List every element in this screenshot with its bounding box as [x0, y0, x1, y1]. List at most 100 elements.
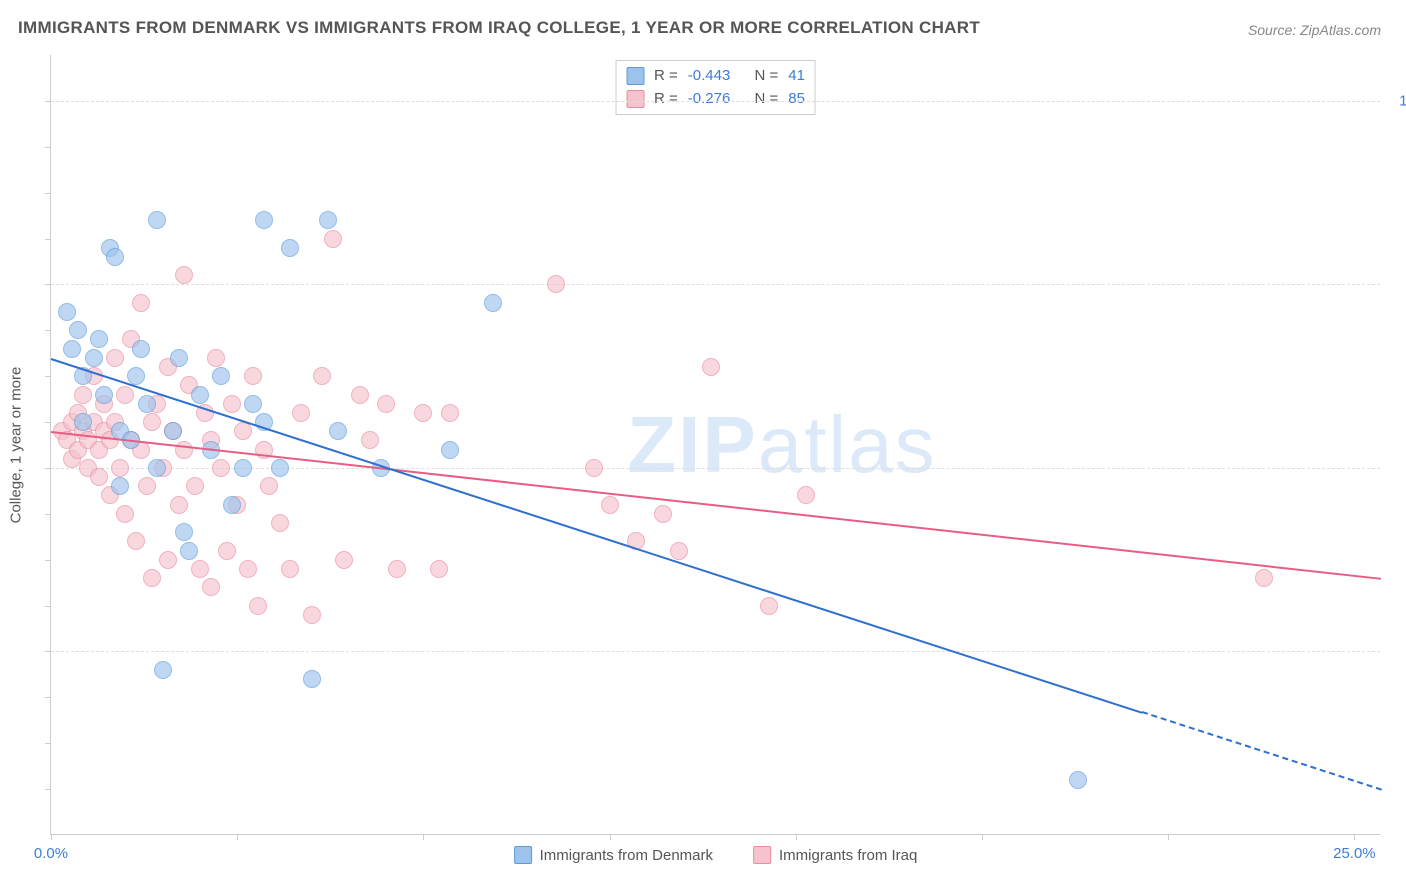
scatter-point-denmark [69, 321, 87, 339]
scatter-point-denmark [244, 395, 262, 413]
scatter-point-iraq [239, 560, 257, 578]
xtick-mark [610, 834, 611, 840]
scatter-point-iraq [414, 404, 432, 422]
ytick-label: 80.0% [1390, 276, 1406, 293]
xtick-mark [982, 834, 983, 840]
scatter-point-denmark [106, 248, 124, 266]
xtick-mark [1354, 834, 1355, 840]
scatter-point-iraq [324, 230, 342, 248]
ytick-mark [45, 330, 51, 331]
scatter-point-iraq [138, 477, 156, 495]
scatter-point-iraq [335, 551, 353, 569]
ytick-label: 100.0% [1390, 92, 1406, 109]
scatter-point-denmark [441, 441, 459, 459]
scatter-point-denmark [255, 211, 273, 229]
scatter-point-iraq [74, 386, 92, 404]
watermark: ZIPatlas [627, 399, 936, 491]
ytick-mark [45, 743, 51, 744]
ytick-mark [45, 193, 51, 194]
scatter-point-denmark [63, 340, 81, 358]
scatter-point-iraq [90, 468, 108, 486]
scatter-point-iraq [175, 266, 193, 284]
scatter-point-iraq [760, 597, 778, 615]
scatter-point-iraq [202, 578, 220, 596]
scatter-point-iraq [654, 505, 672, 523]
scatter-point-iraq [175, 441, 193, 459]
scatter-point-denmark [271, 459, 289, 477]
scatter-point-denmark [74, 413, 92, 431]
stats-row-iraq: R = -0.276 N = 85 [626, 88, 805, 111]
scatter-point-iraq [547, 275, 565, 293]
plot-area: College, 1 year or more ZIPatlas R = -0.… [50, 55, 1380, 835]
xtick-mark [796, 834, 797, 840]
scatter-point-iraq [351, 386, 369, 404]
scatter-point-iraq [797, 486, 815, 504]
scatter-point-denmark [234, 459, 252, 477]
scatter-point-denmark [95, 386, 113, 404]
scatter-point-iraq [159, 551, 177, 569]
scatter-point-denmark [85, 349, 103, 367]
scatter-point-iraq [207, 349, 225, 367]
scatter-point-denmark [148, 459, 166, 477]
scatter-point-denmark [90, 330, 108, 348]
scatter-point-denmark [58, 303, 76, 321]
xtick-mark [423, 834, 424, 840]
ytick-mark [45, 101, 51, 102]
scatter-point-iraq [303, 606, 321, 624]
xtick-label: 0.0% [34, 845, 68, 862]
ytick-mark [45, 284, 51, 285]
xtick-mark [1168, 834, 1169, 840]
scatter-point-denmark [180, 542, 198, 560]
y-axis-label: College, 1 year or more [8, 366, 25, 523]
scatter-point-iraq [281, 560, 299, 578]
ytick-mark [45, 560, 51, 561]
legend-item-denmark: Immigrants from Denmark [514, 846, 713, 864]
ytick-mark [45, 468, 51, 469]
scatter-point-iraq [116, 386, 134, 404]
scatter-point-denmark [1069, 771, 1087, 789]
scatter-point-denmark [329, 422, 347, 440]
ytick-mark [45, 697, 51, 698]
scatter-point-iraq [218, 542, 236, 560]
scatter-point-iraq [244, 367, 262, 385]
scatter-point-iraq [260, 477, 278, 495]
gridline [51, 101, 1380, 102]
scatter-point-iraq [292, 404, 310, 422]
scatter-point-iraq [170, 496, 188, 514]
ytick-label: 40.0% [1390, 643, 1406, 660]
legend-item-iraq: Immigrants from Iraq [753, 846, 917, 864]
scatter-point-iraq [430, 560, 448, 578]
scatter-point-denmark [281, 239, 299, 257]
ytick-mark [45, 651, 51, 652]
scatter-point-denmark [127, 367, 145, 385]
scatter-point-denmark [175, 523, 193, 541]
ytick-mark [45, 789, 51, 790]
xtick-label: 25.0% [1333, 845, 1376, 862]
trendline-denmark [51, 358, 1142, 714]
scatter-point-iraq [223, 395, 241, 413]
scatter-point-denmark [164, 422, 182, 440]
scatter-point-iraq [111, 459, 129, 477]
scatter-point-iraq [249, 597, 267, 615]
scatter-point-iraq [234, 422, 252, 440]
scatter-point-denmark [111, 477, 129, 495]
ytick-mark [45, 376, 51, 377]
stats-legend: R = -0.443 N = 41 R = -0.276 N = 85 [615, 60, 816, 115]
gridline [51, 651, 1380, 652]
scatter-point-denmark [132, 340, 150, 358]
scatter-point-iraq [1255, 569, 1273, 587]
source-label: Source: ZipAtlas.com [1248, 22, 1381, 38]
scatter-point-denmark [223, 496, 241, 514]
scatter-point-denmark [148, 211, 166, 229]
xtick-mark [51, 834, 52, 840]
swatch-iraq-icon [626, 90, 644, 108]
scatter-point-iraq [127, 532, 145, 550]
scatter-point-iraq [132, 294, 150, 312]
scatter-point-denmark [484, 294, 502, 312]
swatch-denmark-icon [626, 67, 644, 85]
ytick-mark [45, 239, 51, 240]
swatch-denmark-icon [514, 846, 532, 864]
scatter-point-iraq [106, 349, 124, 367]
trendline-iraq [51, 431, 1381, 580]
scatter-point-iraq [377, 395, 395, 413]
